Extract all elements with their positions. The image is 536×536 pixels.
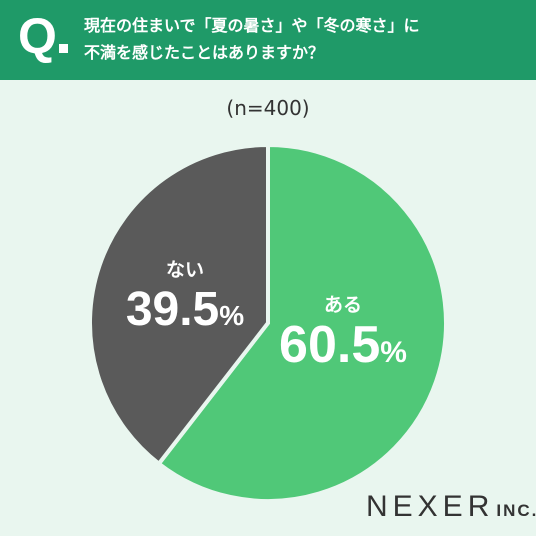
nexer-logo: NEXER INC.	[366, 490, 536, 524]
question-header: Q 現在の住まいで「夏の暑さ」や「冬の寒さ」に 不満を感じたことはありますか？	[0, 0, 536, 80]
pie-slice-nai	[88, 142, 270, 467]
logo-main: NEXER	[366, 490, 495, 523]
slice-label-aru: ある 60.5%	[268, 293, 418, 373]
slice-value-nai: 39.5	[125, 283, 220, 336]
slice-label-nai: ない 39.5%	[110, 258, 260, 338]
pie-slice-aru	[156, 142, 448, 503]
slice-name-nai: ない	[165, 259, 204, 281]
question-line-1: 現在の住まいで「夏の暑さ」や「冬の寒さ」に	[84, 16, 420, 35]
slice-unit-nai: %	[219, 300, 245, 331]
slice-value-aru: 60.5	[279, 316, 381, 374]
q-dot	[59, 44, 68, 53]
question-text: 現在の住まいで「夏の暑さ」や「冬の寒さ」に 不満を感じたことはありますか？	[84, 12, 524, 66]
question-line-2: 不満を感じたことはありますか？	[84, 43, 325, 62]
slice-name-aru: ある	[323, 294, 362, 316]
sample-size-label: (n=400)	[226, 96, 310, 120]
logo-sub: INC.	[496, 501, 536, 520]
slice-unit-aru: %	[380, 336, 407, 369]
q-mark: Q	[18, 8, 57, 64]
